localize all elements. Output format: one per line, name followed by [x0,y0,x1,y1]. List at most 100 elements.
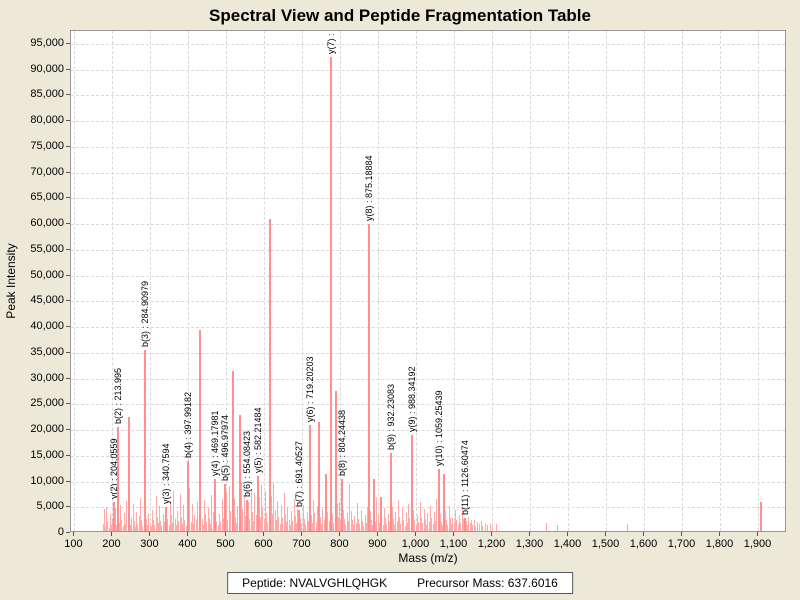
y-tick-label: 40,000 [30,320,64,333]
peak-bar [371,520,373,531]
peak-bar [110,525,112,531]
peak-bar [333,522,335,531]
peak-bar [359,524,361,531]
y-tick-label: 85,000 [30,88,64,101]
peak-bar [103,509,105,531]
peak-bar [106,506,108,531]
peak-bar [310,515,312,531]
peak-bar [378,523,380,531]
peak-bar [269,218,272,531]
peak-bar [140,497,142,531]
y-axis-tick [66,248,70,250]
peptide-info-box: Peptide: NVALVGHLQHGK Precursor Mass: 637… [227,572,573,594]
peak-bar [347,521,349,531]
y-tick-label: 70,000 [30,165,64,178]
peak-bar [300,517,302,531]
y-tick-label: 20,000 [30,423,64,436]
peak-bar [212,512,214,531]
peak-bar [197,501,199,531]
peak-bar [222,517,224,531]
peak-bar-y(4) [213,478,216,531]
peak-bar [119,523,121,531]
peak-bar [251,511,253,531]
peak-bar [388,521,390,531]
peak-bar [304,524,306,531]
peak-bar [241,482,243,531]
peak-bar [342,510,344,531]
y-axis-tick [66,94,70,96]
y-axis-tick [66,326,70,328]
x-tick-label: 1,900 [743,538,772,550]
peak-bar [141,520,143,531]
y-tick-label: 50,000 [30,268,64,281]
gridline-horizontal [71,327,785,329]
peak-bar [147,524,149,531]
peak-bar [354,516,356,531]
peak-annotation-y(4): y(4) : 469.17981 [209,410,220,476]
x-axis-tick [453,532,455,536]
peak-annotation-y(9): y(9) : 988.34192 [407,366,418,433]
peak-bar [149,522,151,531]
y-axis-tick [66,300,70,302]
x-axis-tick [643,532,645,536]
peak-bar [327,511,329,531]
peak-bar [157,523,159,531]
peak-bar [760,502,763,531]
peak-bar [163,522,165,531]
peak-bar [358,518,360,531]
peak-bar [469,523,471,531]
peptide-sequence-text: Peptide: NVALVGHLQHGK [242,576,388,590]
peak-annotation-b(6): b(6) : 554.08423 [241,430,252,497]
y-axis-tick [66,351,70,353]
peak-bar [289,525,291,531]
y-axis-tick [66,223,70,225]
peak-bar-b(6) [245,499,248,531]
peak-bar [403,519,405,531]
peak-bar [338,502,340,531]
y-tick-label: 90,000 [30,62,64,75]
peak-bar [311,523,313,531]
x-axis-tick [719,532,721,536]
peak-bar [461,507,463,531]
peak-bar [420,516,422,531]
peak-bar [431,518,433,531]
peak-bar [178,521,180,531]
peak-bar-y(10) [437,468,440,531]
gridline-vertical [112,31,114,531]
y-tick-label: 65,000 [30,191,64,204]
peak-bar [345,524,347,531]
y-tick-label: 30,000 [30,371,64,384]
peak-bar [193,524,195,531]
peak-bar [319,517,321,531]
x-axis-tick [681,532,683,536]
x-tick-label: 1,300 [515,538,544,550]
peak-bar [376,497,378,531]
y-axis-tick [66,145,70,147]
peak-bar [184,519,186,531]
peak-bar [179,493,181,531]
peak-bar [259,516,261,531]
peak-bar [131,518,133,531]
peak-bar [401,507,403,531]
peak-bar [150,526,152,531]
peak-bar [395,512,397,531]
peak-bar [160,520,162,531]
peak-bar [167,518,169,531]
y-tick-label: 25,000 [30,397,64,410]
peak-annotation-b(5): b(5) : 496.97974 [220,415,231,482]
gridline-horizontal [71,275,785,277]
peak-bar [386,523,388,531]
y-axis-tick [66,454,70,456]
y-axis-tick [66,171,70,173]
y-axis-tick [66,377,70,379]
peak-bar [107,520,109,531]
peak-annotation-b(3): b(3) : 284.90979 [139,281,150,348]
peak-bar [478,524,480,531]
peak-bar [285,522,287,531]
y-axis-tick [66,120,70,122]
peak-bar [349,484,351,531]
peak-bar [108,528,110,531]
x-axis-title: Mass (m/z) [398,551,458,565]
peak-annotation-y(8): y(8) : 875.18884 [364,155,375,222]
peak-bar [363,525,365,531]
